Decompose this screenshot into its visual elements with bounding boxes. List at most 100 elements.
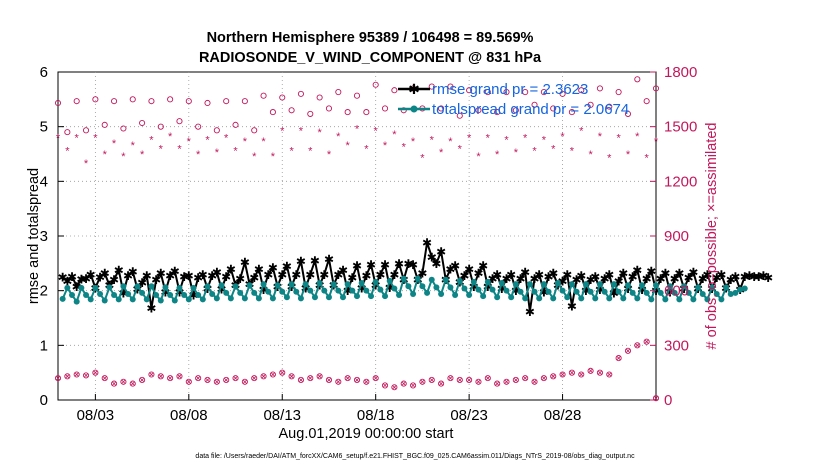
rmse-point: ✱	[600, 272, 610, 286]
obs-possible-point	[195, 375, 202, 382]
obs-assimilated-point	[186, 379, 191, 384]
obs-assimilated-point	[299, 378, 303, 382]
rmse-point: ✱	[296, 255, 306, 269]
obs-possible-point	[512, 107, 519, 114]
totalspread-point	[265, 288, 272, 295]
totalspread-point	[59, 295, 66, 302]
obs-possible-point	[279, 369, 286, 376]
rmse-point: ✱	[525, 305, 535, 319]
totalspread-point	[494, 294, 501, 301]
rmse-point: ✱	[385, 281, 395, 295]
obs-possible-point	[494, 380, 501, 387]
totalspread-point	[470, 278, 477, 285]
rmse-point: ✱	[656, 272, 666, 286]
obs-assimilated-point: *	[140, 149, 145, 161]
obs-possible-point	[652, 395, 660, 402]
obs-possible-point	[512, 376, 519, 384]
totalspread-point	[601, 288, 608, 295]
obs-assimilated-point: *	[598, 131, 603, 143]
totalspread-point	[671, 289, 678, 296]
y-right-tick-label: 1800	[664, 64, 697, 81]
obs-possible-point	[578, 87, 585, 94]
obs-assimilated-point: *	[654, 136, 659, 148]
obs-possible-point	[251, 375, 258, 382]
obs-assimilated-point	[523, 376, 528, 381]
totalspread-point	[466, 292, 473, 299]
totalspread-point	[167, 292, 174, 299]
totalspread-point	[246, 282, 253, 289]
y-tick-label: 0	[40, 392, 48, 409]
obs-assimilated-point: *	[149, 134, 154, 146]
rmse-point: ✱	[604, 268, 614, 282]
rmse-point: ✱	[628, 270, 638, 284]
rmse-point: ✱	[483, 280, 493, 294]
rmse-point: ✱	[422, 236, 432, 250]
obs-assimilated-point: *	[476, 151, 481, 163]
obs-possible-point	[176, 373, 183, 380]
rmse-point: ✱	[254, 262, 264, 276]
rmse-point: ✱	[674, 267, 684, 281]
rmse-point: ✱	[62, 274, 72, 288]
totalspread-point	[204, 283, 211, 290]
totalspread-point	[302, 281, 309, 288]
totalspread-point	[325, 294, 332, 301]
footnote: data file: /Users/raeder/DAI/ATM_forcXX/…	[195, 453, 635, 460]
totalspread-point	[536, 295, 543, 302]
rmse-point: ✱	[109, 273, 119, 287]
rmse-point: ✱	[305, 268, 315, 282]
obs-possible-point	[148, 98, 155, 105]
y-axis-right-label: # of obs: o=possible; ×=assimilated	[704, 123, 720, 350]
obs-assimilated-point	[467, 378, 472, 382]
rmse-point: ✱	[478, 259, 488, 273]
obs-assimilated-point	[439, 381, 443, 386]
totalspread-point	[596, 281, 603, 288]
totalspread-point	[69, 292, 76, 299]
rmse-point: ✱	[319, 268, 329, 282]
obs-possible-point	[213, 378, 220, 385]
obs-possible-point	[624, 110, 632, 117]
totalspread-point	[255, 295, 262, 302]
obs-assimilated-point: *	[317, 127, 322, 139]
totalspread-point	[386, 277, 393, 284]
totalspread-point	[148, 283, 155, 290]
totalspread-point	[410, 290, 417, 297]
totalspread-point	[685, 289, 692, 296]
totalspread-point	[199, 296, 206, 303]
obs-count-layer: * * * * * * * * * * * * * * * * * * * * * * * * * * * * * * * * * * * * * * * *…	[54, 76, 660, 402]
obs-possible-point	[494, 109, 501, 116]
rmse-point: ✱	[586, 273, 596, 287]
rmse-point: ✱	[132, 283, 142, 297]
rmse-point: ✱	[469, 280, 479, 294]
totalspread-point	[592, 295, 599, 302]
x-axis: 08/03 08/08 08/13 08/18 08/23 08/28	[77, 394, 582, 424]
obs-assimilated-point: *	[374, 125, 379, 137]
obs-assimilated-point	[654, 396, 658, 401]
rmse-point: ✱	[740, 270, 750, 284]
x-tick-label: 08/28	[544, 407, 582, 424]
obs-possible-point	[456, 376, 463, 384]
obs-possible-point	[400, 380, 407, 387]
y-tick-label: 6	[40, 64, 48, 81]
totalspread-point	[704, 296, 711, 303]
obs-possible-point	[596, 369, 603, 376]
obs-assimilated-point	[513, 378, 518, 382]
obs-possible-point	[260, 92, 267, 99]
obs-possible-point	[82, 127, 90, 134]
totalspread-point	[615, 288, 622, 295]
rmse-point: ✱	[763, 271, 773, 285]
obs-assimilated-point	[280, 370, 285, 375]
obs-possible-point	[587, 367, 594, 374]
totalspread-point	[568, 281, 575, 288]
obs-assimilated-point	[355, 378, 359, 382]
obs-possible-point	[92, 369, 99, 376]
obs-possible-point	[204, 99, 211, 107]
totalspread-point	[629, 289, 636, 296]
obs-assimilated-point: *	[346, 140, 351, 152]
obs-possible-point	[381, 105, 389, 112]
rmse-point: ✱	[660, 267, 670, 281]
obs-possible-point	[522, 88, 529, 96]
obs-assimilated-point: *	[187, 136, 192, 148]
totalspread-point	[582, 281, 589, 288]
obs-assimilated-point: *	[551, 144, 556, 156]
obs-assimilated-point: *	[224, 133, 229, 145]
